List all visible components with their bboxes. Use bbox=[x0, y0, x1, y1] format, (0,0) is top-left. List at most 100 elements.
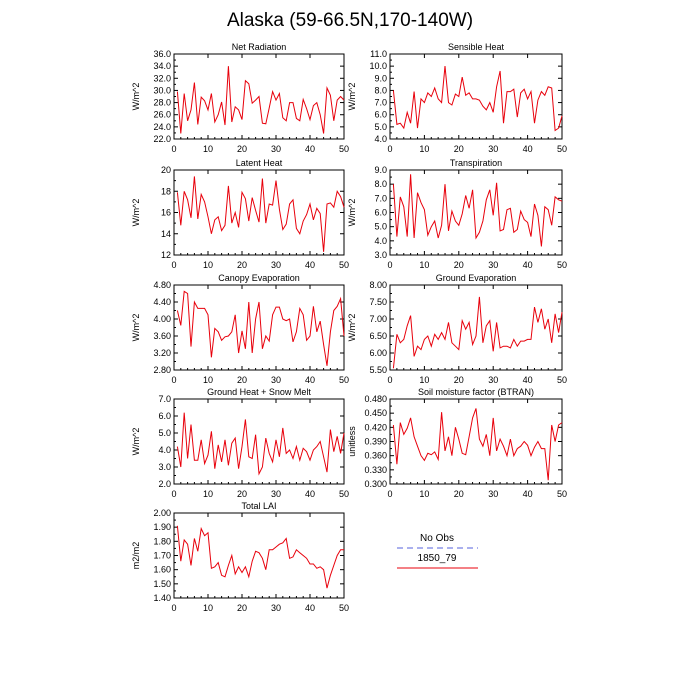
x-tick-label: 10 bbox=[419, 489, 429, 499]
y-tick-label: 7.0 bbox=[374, 193, 387, 203]
series-line-1850_79 bbox=[392, 408, 563, 481]
y-tick-label: 16 bbox=[161, 208, 171, 218]
y-axis-label: W/m^2 bbox=[131, 199, 141, 227]
y-tick-label: 4.0 bbox=[374, 134, 387, 144]
y-tick-label: 14 bbox=[161, 229, 171, 239]
y-tick-label: 0.330 bbox=[364, 465, 387, 475]
y-tick-label: 1.70 bbox=[153, 551, 171, 561]
y-tick-label: 4.0 bbox=[374, 236, 387, 246]
x-tick-label: 40 bbox=[305, 144, 315, 154]
x-tick-label: 10 bbox=[203, 603, 213, 613]
x-tick-label: 10 bbox=[203, 144, 213, 154]
panel-1: Net Radiation W/m^2 22.0 24.0 26.0 28.0 30.0 32… bbox=[131, 42, 349, 154]
x-tick-label: 50 bbox=[339, 144, 349, 154]
x-tick-label: 20 bbox=[237, 260, 247, 270]
panel-title: Net Radiation bbox=[232, 42, 287, 52]
y-tick-label: 0.360 bbox=[364, 451, 387, 461]
y-tick-label: 5.50 bbox=[369, 365, 387, 375]
y-tick-label: 7.0 bbox=[374, 98, 387, 108]
y-tick-label: 20 bbox=[161, 165, 171, 175]
x-tick-label: 40 bbox=[523, 375, 533, 385]
x-tick-label: 10 bbox=[419, 375, 429, 385]
x-tick-label: 30 bbox=[271, 489, 281, 499]
y-tick-label: 11.0 bbox=[370, 49, 387, 59]
x-tick-label: 40 bbox=[523, 260, 533, 270]
panel-title: Sensible Heat bbox=[448, 42, 505, 52]
y-axis-label: W/m^2 bbox=[131, 314, 141, 342]
panel-3: Latent Heat W/m^2 12 14 16 18 20 0 10 20 30 40 50 bbox=[131, 158, 349, 270]
x-tick-label: 30 bbox=[488, 375, 498, 385]
panel-title: Total LAI bbox=[241, 501, 276, 511]
y-tick-label: 5.0 bbox=[374, 222, 387, 232]
panel-6: Ground Evaporation W/m^2 5.50 6.00 6.50 7.00 7… bbox=[347, 273, 567, 385]
x-tick-label: 0 bbox=[387, 260, 392, 270]
x-tick-label: 10 bbox=[203, 375, 213, 385]
y-axis-label: W/m^2 bbox=[131, 428, 141, 456]
panel-2: Sensible Heat W/m^2 4.0 5.0 6.0 7.0 8.0 9.0 10.0… bbox=[347, 42, 567, 154]
y-tick-label: 7.0 bbox=[158, 394, 171, 404]
x-tick-label: 50 bbox=[339, 375, 349, 385]
y-tick-label: 8.00 bbox=[369, 280, 387, 290]
legend: No Obs 1850_79 bbox=[397, 533, 478, 569]
y-tick-label: 0.300 bbox=[364, 479, 387, 489]
y-tick-label: 5.0 bbox=[374, 122, 387, 132]
y-tick-label: 3.0 bbox=[374, 250, 387, 260]
x-tick-label: 50 bbox=[557, 489, 567, 499]
x-tick-label: 20 bbox=[454, 375, 464, 385]
x-tick-label: 50 bbox=[557, 144, 567, 154]
panel-title: Ground Evaporation bbox=[436, 273, 517, 283]
panel-title: Canopy Evaporation bbox=[218, 273, 300, 283]
y-tick-label: 7.50 bbox=[369, 297, 387, 307]
series-line-1850_79 bbox=[176, 290, 345, 366]
y-axis-label: unitless bbox=[347, 426, 357, 457]
y-tick-label: 6.0 bbox=[374, 208, 387, 218]
y-tick-label: 1.40 bbox=[153, 593, 171, 603]
y-tick-label: 2.0 bbox=[158, 479, 171, 489]
y-tick-label: 18 bbox=[161, 186, 171, 196]
x-tick-label: 20 bbox=[237, 144, 247, 154]
y-tick-label: 0.450 bbox=[364, 408, 387, 418]
y-tick-label: 6.50 bbox=[369, 331, 387, 341]
x-tick-label: 40 bbox=[305, 260, 315, 270]
y-tick-label: 8.0 bbox=[374, 179, 387, 189]
y-tick-label: 6.0 bbox=[374, 110, 387, 120]
panel-7: Ground Heat + Snow Melt W/m^2 2.0 3.0 4.0 5.0… bbox=[131, 387, 349, 499]
x-tick-label: 40 bbox=[523, 144, 533, 154]
x-tick-label: 10 bbox=[203, 260, 213, 270]
x-tick-label: 50 bbox=[339, 260, 349, 270]
y-tick-label: 26.0 bbox=[153, 110, 171, 120]
x-tick-label: 30 bbox=[271, 144, 281, 154]
y-tick-label: 1.60 bbox=[153, 565, 171, 575]
y-tick-label: 24.0 bbox=[153, 122, 171, 132]
panel-9: Total LAI m2/m2 1.40 1.50 1.60 1.70 1.80 1.90 2.… bbox=[131, 501, 349, 613]
x-tick-label: 0 bbox=[387, 375, 392, 385]
series-line-1850_79 bbox=[176, 66, 345, 134]
x-tick-label: 40 bbox=[305, 375, 315, 385]
y-tick-label: 2.80 bbox=[153, 365, 171, 375]
y-tick-label: 5.0 bbox=[158, 428, 171, 438]
x-tick-label: 40 bbox=[523, 489, 533, 499]
y-tick-label: 30.0 bbox=[153, 85, 171, 95]
x-tick-label: 50 bbox=[557, 375, 567, 385]
y-tick-label: 4.00 bbox=[153, 314, 171, 324]
legend-label-1850-79: 1850_79 bbox=[418, 553, 457, 564]
y-axis-label: W/m^2 bbox=[347, 314, 357, 342]
panel-title: Latent Heat bbox=[236, 158, 283, 168]
series-line-1850_79 bbox=[176, 176, 345, 252]
plot-frame bbox=[173, 169, 345, 256]
y-tick-label: 7.00 bbox=[369, 314, 387, 324]
y-tick-label: 3.60 bbox=[153, 331, 171, 341]
panel-8: Soil moisture factor (BTRAN) unitless 0.30… bbox=[347, 387, 567, 499]
y-tick-label: 3.20 bbox=[153, 348, 171, 358]
series-line-1850_79 bbox=[176, 525, 344, 589]
series-line-1850_79 bbox=[392, 296, 563, 369]
x-tick-label: 20 bbox=[237, 489, 247, 499]
y-tick-label: 1.80 bbox=[153, 536, 171, 546]
x-tick-label: 30 bbox=[271, 375, 281, 385]
y-tick-label: 1.90 bbox=[153, 522, 171, 532]
x-tick-label: 30 bbox=[271, 603, 281, 613]
x-tick-label: 40 bbox=[305, 603, 315, 613]
x-tick-label: 0 bbox=[387, 489, 392, 499]
x-tick-label: 0 bbox=[171, 144, 176, 154]
